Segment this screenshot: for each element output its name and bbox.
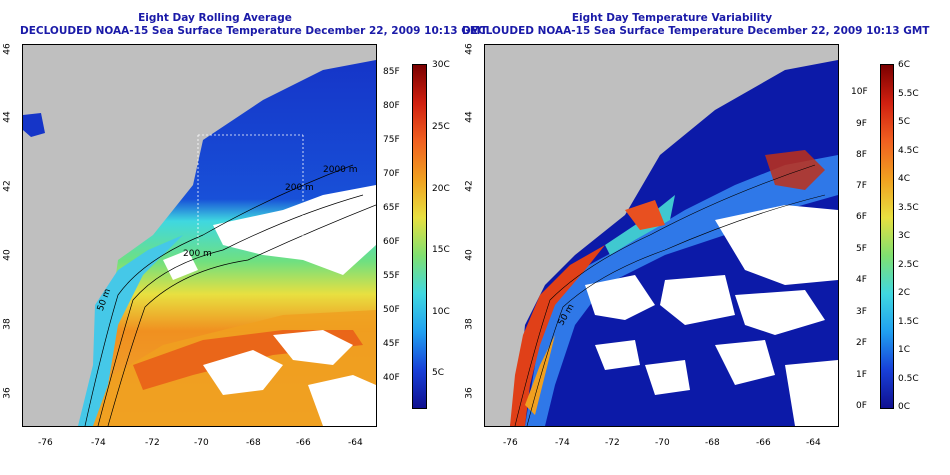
- right-x-tick: -74: [555, 438, 570, 448]
- left-cb-c-label: 10C: [432, 307, 450, 317]
- left-cb-f-label: 85F: [383, 67, 400, 77]
- contour-label-200m-b: 200 m: [285, 183, 314, 193]
- left-x-tick: -74: [91, 438, 106, 448]
- left-cb-f-label: 55F: [383, 271, 400, 281]
- right-x-tick: -76: [503, 438, 518, 448]
- left-cb-c-label: 30C: [432, 60, 450, 70]
- right-cb-c-label: 0C: [898, 402, 911, 412]
- right-cb-c-label: 4C: [898, 174, 911, 184]
- right-cb-f-label: 2F: [856, 338, 867, 348]
- left-y-tick: 36: [2, 387, 13, 399]
- left-cb-f-label: 70F: [383, 169, 400, 179]
- right-cb-c-label: 1C: [898, 345, 911, 355]
- left-map-panel: 50 m 200 m 200 m 2000 m: [22, 44, 377, 427]
- left-cb-f-label: 60F: [383, 237, 400, 247]
- left-cb-f-label: 75F: [383, 135, 400, 145]
- right-cb-f-label: 3F: [856, 307, 867, 317]
- right-x-tick: -68: [705, 438, 720, 448]
- right-y-tick: 46: [464, 43, 475, 55]
- left-x-tick: -66: [296, 438, 311, 448]
- right-cb-c-label: 2.5C: [898, 260, 919, 270]
- right-y-tick: 40: [464, 249, 475, 261]
- right-cb-c-label: 4.5C: [898, 146, 919, 156]
- left-cb-c-label: 15C: [432, 245, 450, 255]
- left-x-tick: -76: [38, 438, 53, 448]
- left-title-line1: Eight Day Rolling Average: [138, 12, 292, 24]
- left-map-title: Eight Day Rolling Average DECLOUDED NOAA…: [20, 12, 488, 38]
- right-cb-c-label: 3.5C: [898, 203, 919, 213]
- left-cb-f-label: 50F: [383, 305, 400, 315]
- left-cb-c-label: 5C: [432, 368, 445, 378]
- left-x-tick: -70: [194, 438, 209, 448]
- right-cb-c-label: 2C: [898, 288, 911, 298]
- right-cb-f-label: 10F: [851, 87, 868, 97]
- left-y-tick: 38: [2, 318, 13, 330]
- right-title-line2: DECLOUDED NOAA-15 Sea Surface Temperatur…: [462, 25, 930, 37]
- left-y-tick: 42: [2, 180, 13, 192]
- left-cb-f-label: 40F: [383, 373, 400, 383]
- left-x-tick: -72: [145, 438, 160, 448]
- right-map-title: Eight Day Temperature Variability DECLOU…: [462, 12, 930, 38]
- right-cb-f-label: 5F: [856, 244, 867, 254]
- right-title-line1: Eight Day Temperature Variability: [571, 12, 773, 24]
- right-cb-f-label: 8F: [856, 150, 867, 160]
- right-cb-c-label: 3C: [898, 231, 911, 241]
- right-x-tick: -72: [605, 438, 620, 448]
- left-cb-c-label: 20C: [432, 184, 450, 194]
- right-x-tick: -70: [655, 438, 670, 448]
- right-y-tick: 42: [464, 180, 475, 192]
- right-colorbar: [880, 64, 894, 409]
- right-cb-c-label: 5.5C: [898, 89, 919, 99]
- right-map-panel: 50 m: [484, 44, 839, 427]
- right-map-image: [510, 60, 838, 426]
- left-colorbar: [412, 64, 427, 409]
- left-cb-f-label: 45F: [383, 339, 400, 349]
- right-cb-c-label: 5C: [898, 117, 911, 127]
- right-cb-f-label: 6F: [856, 212, 867, 222]
- right-y-tick: 36: [464, 387, 475, 399]
- left-y-tick: 40: [2, 249, 13, 261]
- right-cb-c-label: 1.5C: [898, 317, 919, 327]
- right-cb-f-label: 1F: [856, 370, 867, 380]
- left-title-line2: DECLOUDED NOAA-15 Sea Surface Temperatur…: [20, 25, 488, 37]
- right-cb-f-label: 9F: [856, 119, 867, 129]
- right-cb-c-label: 6C: [898, 60, 911, 70]
- left-cb-c-label: 25C: [432, 122, 450, 132]
- contour-label-2000m: 2000 m: [323, 165, 358, 175]
- left-x-tick: -68: [246, 438, 261, 448]
- right-cb-c-label: 0.5C: [898, 374, 919, 384]
- right-x-tick: -64: [806, 438, 821, 448]
- right-x-tick: -66: [756, 438, 771, 448]
- contour-label-200m: 200 m: [183, 249, 212, 259]
- right-y-tick: 44: [464, 111, 475, 123]
- left-cb-f-label: 65F: [383, 203, 400, 213]
- right-y-tick: 38: [464, 318, 475, 330]
- left-cb-f-label: 80F: [383, 101, 400, 111]
- left-map-image: [23, 60, 376, 426]
- right-cb-f-label: 0F: [856, 401, 867, 411]
- right-cb-f-label: 4F: [856, 275, 867, 285]
- left-y-tick: 46: [2, 43, 13, 55]
- left-x-tick: -64: [348, 438, 363, 448]
- right-cb-f-label: 7F: [856, 181, 867, 191]
- left-y-tick: 44: [2, 111, 13, 123]
